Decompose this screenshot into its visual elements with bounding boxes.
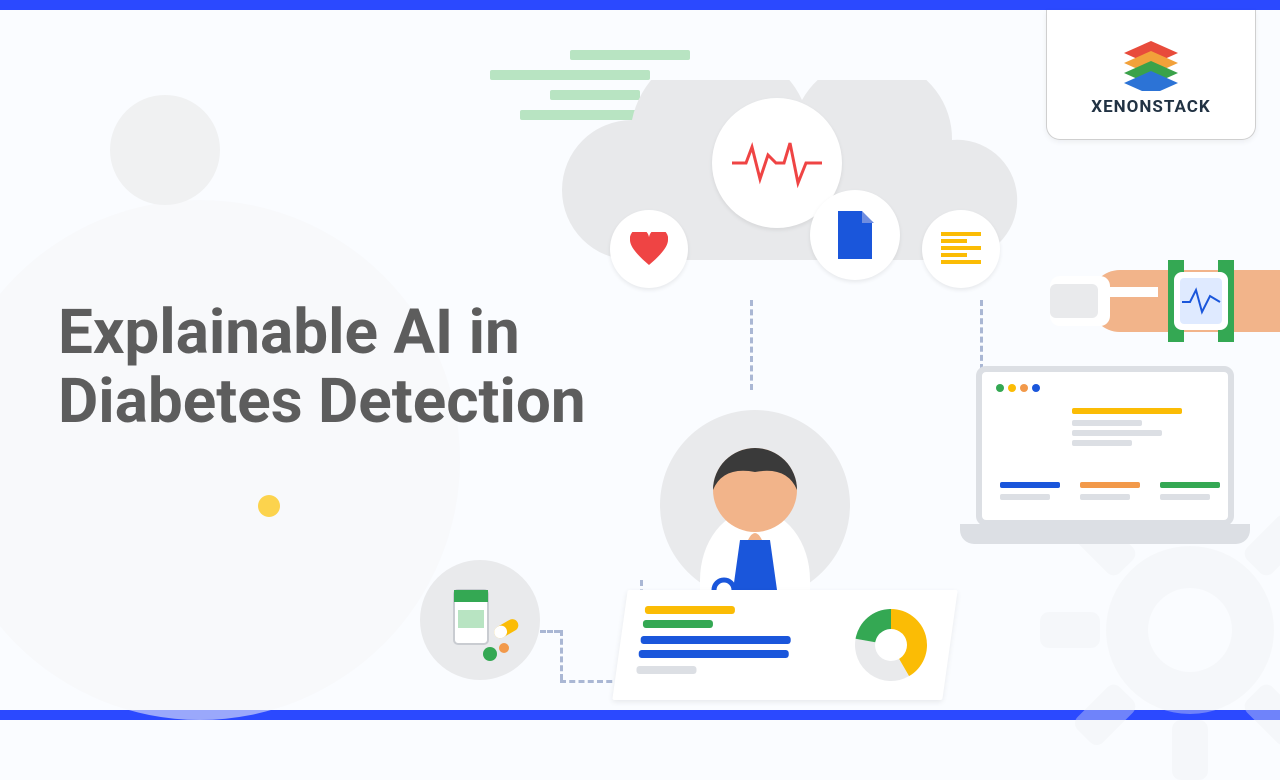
brand-name: XENONSTACK	[1091, 97, 1210, 117]
brand-logo-icon	[1116, 33, 1186, 91]
accent-bar-top	[0, 0, 1280, 10]
page-title: Explainable AI in Diabetes Detection	[58, 298, 586, 437]
title-line-2: Diabetes Detection	[58, 365, 586, 438]
medicine-illustration	[420, 560, 540, 680]
connector-cloud-doctor	[750, 300, 753, 390]
decor-yellow-dot	[258, 495, 280, 517]
heart-icon	[610, 210, 688, 288]
brand-logo-card: XENONSTACK	[1046, 10, 1256, 140]
title-line-1: Explainable AI in	[58, 296, 520, 369]
cloud-group	[542, 80, 1022, 300]
data-panel	[612, 590, 957, 700]
document-icon	[810, 190, 900, 280]
connector-med-h	[540, 630, 560, 633]
smartwatch-illustration	[1050, 240, 1280, 350]
connector-med-v	[560, 630, 563, 680]
bg-soft-circle-small	[110, 95, 220, 205]
connector-cloud-laptop	[980, 300, 983, 370]
laptop-illustration	[960, 366, 1250, 566]
list-icon	[922, 210, 1000, 288]
bg-soft-circle-large	[0, 200, 460, 720]
